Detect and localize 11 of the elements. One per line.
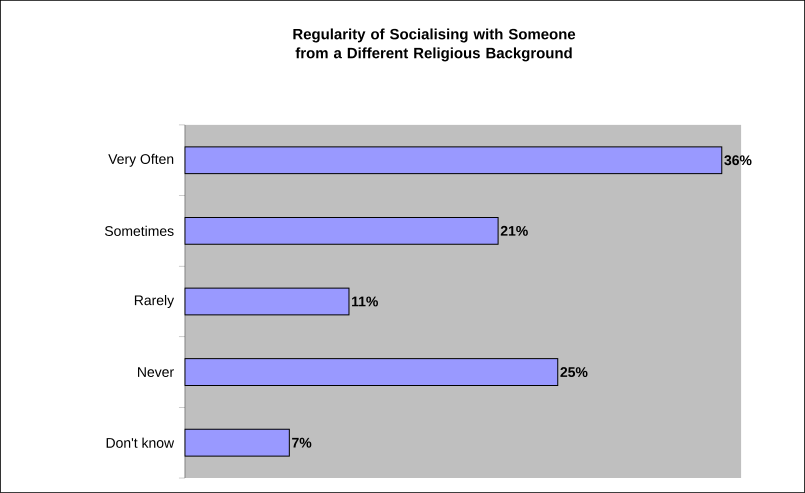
y-tick-label: Rarely	[134, 295, 174, 308]
chart-title: Regularity of Socialising with Someone from a Different Religious Background	[293, 28, 576, 62]
data-label: 36%	[724, 155, 752, 166]
data-label: 11%	[352, 296, 378, 306]
y-tick-label: Sometimes	[104, 226, 174, 236]
y-tick-label: Don't know	[106, 438, 174, 448]
y-tick-label: Never	[138, 367, 174, 377]
data-label: 21%	[500, 226, 528, 236]
y-tick-label: Very Often	[108, 154, 174, 167]
data-label: 25%	[560, 367, 588, 378]
data-label: 7%	[292, 438, 312, 448]
